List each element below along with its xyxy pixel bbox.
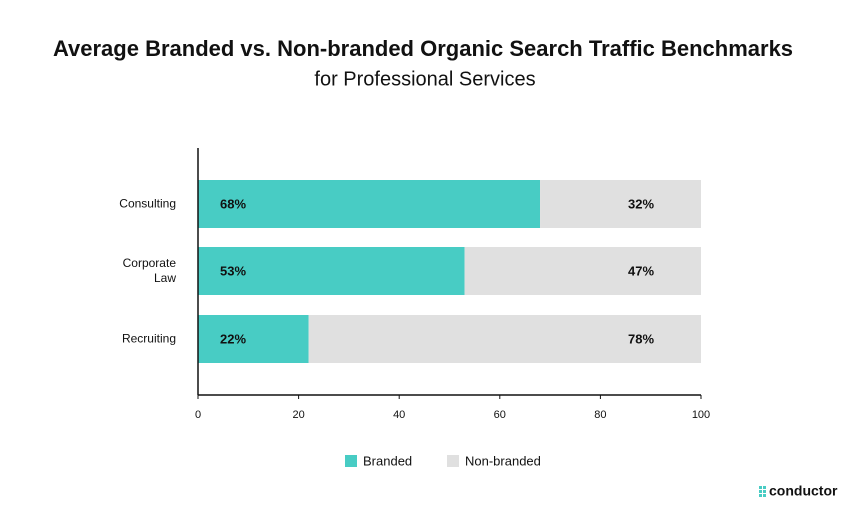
- category-label: Consulting: [119, 196, 176, 211]
- x-tick-label: 20: [292, 409, 304, 421]
- legend-swatch: [345, 455, 357, 467]
- bar-segment: [198, 315, 309, 363]
- x-tick-label: 100: [692, 409, 710, 421]
- bar-segment: [198, 247, 465, 295]
- brand-logo: [759, 486, 766, 497]
- x-tick-label: 60: [494, 409, 506, 421]
- category-label: Corporate Law: [122, 256, 176, 285]
- x-tick-label: 80: [594, 409, 606, 421]
- x-tick-label: 0: [195, 409, 201, 421]
- value-label: 68%: [220, 196, 246, 211]
- value-label: 47%: [628, 263, 654, 278]
- value-label: 53%: [220, 263, 246, 278]
- bar-segment: [308, 315, 701, 363]
- bar-segment: [464, 247, 701, 295]
- legend-label: Non-branded: [465, 453, 541, 468]
- value-label: 78%: [628, 331, 654, 346]
- category-label: Recruiting: [121, 331, 176, 346]
- bar-segment: [198, 180, 541, 228]
- chart-subtitle: for Professional Services: [314, 68, 535, 90]
- brand-name: conductor: [769, 483, 838, 499]
- chart-title: Average Branded vs. Non-branded Organic …: [53, 36, 793, 61]
- x-tick-label: 40: [393, 409, 405, 421]
- bar-segment: [540, 180, 701, 228]
- value-label: 22%: [220, 331, 246, 346]
- legend-swatch: [447, 455, 459, 467]
- value-label: 32%: [628, 196, 654, 211]
- legend-label: Branded: [363, 453, 412, 468]
